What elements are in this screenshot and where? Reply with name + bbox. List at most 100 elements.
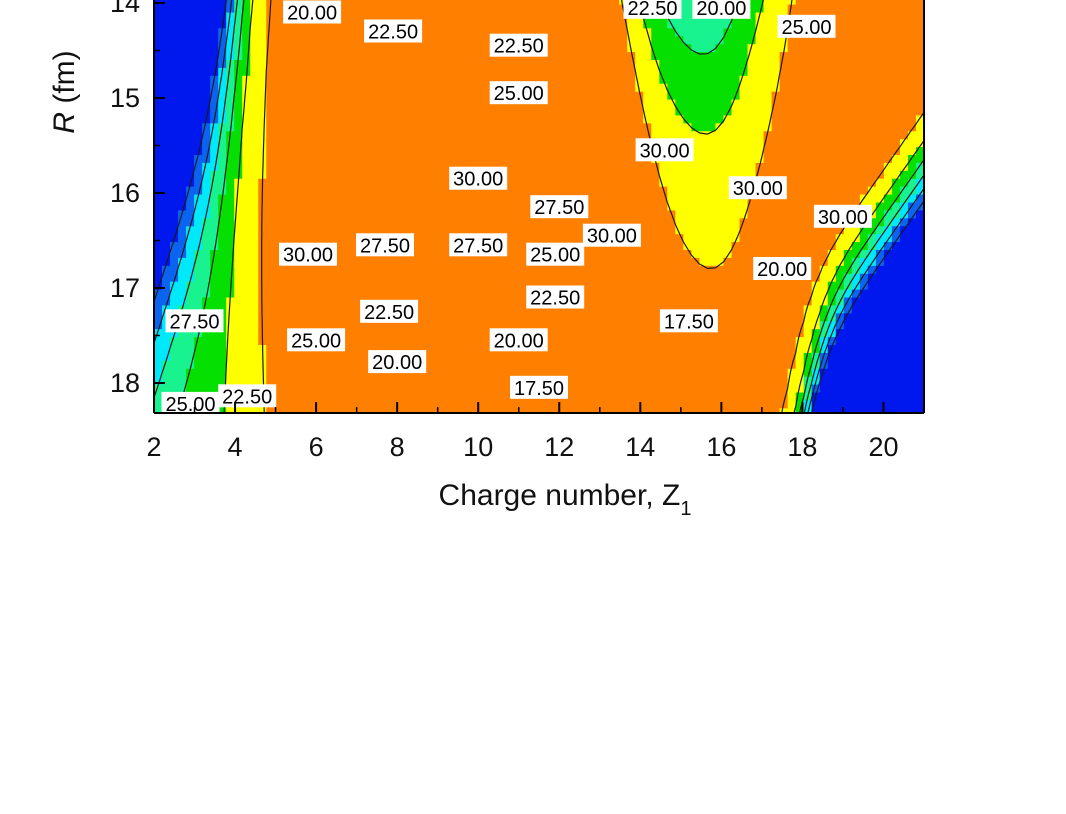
contour-cell — [162, 139, 171, 148]
contour-cell — [811, 123, 821, 132]
contour-cell — [779, 147, 789, 156]
contour-cell — [426, 83, 436, 93]
contour-cell — [659, 91, 668, 101]
contour-cell — [643, 234, 652, 243]
contour-cell — [723, 139, 733, 148]
contour-cell — [306, 400, 316, 409]
contour-cell — [282, 186, 291, 196]
contour-cell — [506, 75, 516, 85]
contour-cell — [627, 115, 636, 124]
contour-cell — [242, 281, 251, 291]
contour-cell — [587, 265, 596, 275]
contour-cell — [226, 321, 235, 330]
contour-cell — [659, 36, 668, 45]
contour-cell — [394, 273, 404, 283]
contour-cell — [611, 202, 620, 212]
contour-cell — [571, 60, 580, 69]
contour-cell — [466, 305, 476, 314]
contour-cell — [571, 91, 580, 101]
contour-cell — [579, 20, 588, 29]
contour-cell — [266, 305, 275, 314]
contour-cell — [651, 242, 660, 251]
contour-cell — [739, 257, 749, 267]
contour-cell — [434, 376, 444, 386]
contour-cell — [178, 337, 187, 346]
contour-cell — [218, 91, 227, 101]
contour-cell — [338, 36, 348, 45]
contour-cell — [490, 321, 500, 330]
contour-cell — [883, 408, 893, 413]
contour-cell — [883, 242, 893, 251]
contour-cell — [651, 345, 660, 354]
contour-cell — [186, 242, 195, 251]
contour-cell — [506, 12, 516, 22]
contour-cell — [723, 99, 733, 109]
contour-cell — [603, 0, 612, 6]
contour-cell — [282, 91, 291, 101]
contour-cell — [338, 281, 348, 291]
contour-cell — [418, 0, 428, 6]
contour-cell — [707, 210, 717, 219]
contour-cell — [178, 289, 187, 299]
contour-cell — [482, 329, 492, 338]
contour-cell — [162, 83, 171, 93]
contour-cell — [763, 162, 773, 172]
contour-cell — [619, 400, 628, 409]
contour-cell — [346, 226, 356, 235]
contour-cell — [747, 210, 757, 219]
contour-cell — [827, 376, 837, 386]
contour-cell — [859, 162, 869, 172]
contour-cell — [643, 67, 652, 77]
contour-cell — [787, 289, 797, 299]
contour-cell — [635, 28, 644, 37]
contour-cell — [314, 91, 324, 101]
contour-cell — [434, 194, 444, 204]
contour-cell — [378, 91, 388, 101]
contour-cell — [747, 75, 757, 85]
contour-cell — [402, 408, 412, 413]
contour-cell — [715, 321, 725, 330]
contour-cell — [162, 218, 171, 227]
contour-cell — [266, 178, 275, 188]
contour-cell — [346, 36, 356, 45]
contour-cell — [290, 194, 299, 204]
contour-cell — [218, 178, 227, 188]
contour-cell — [298, 162, 307, 172]
contour-cell — [571, 305, 580, 314]
contour-cell — [563, 265, 572, 275]
contour-cell — [651, 218, 660, 227]
contour-cell — [274, 28, 283, 37]
contour-cell — [226, 265, 235, 275]
contour-cell — [482, 265, 492, 275]
contour-cell — [450, 321, 460, 330]
contour-cell — [691, 155, 701, 164]
contour-cell — [306, 226, 316, 235]
contour-cell — [434, 305, 444, 314]
contour-cell — [418, 52, 428, 61]
contour-cell — [619, 155, 628, 164]
contour-cell — [266, 257, 275, 267]
contour-cell — [595, 257, 604, 267]
contour-cell — [835, 28, 845, 37]
contour-cell — [442, 408, 452, 413]
contour-cell — [819, 352, 829, 362]
contour-cell — [298, 352, 307, 362]
contour-cell — [587, 155, 596, 164]
contour-cell — [787, 147, 797, 156]
contour-cell — [579, 123, 588, 132]
contour-cell — [787, 107, 797, 117]
contour-cell — [314, 321, 324, 330]
contour-cell — [723, 345, 733, 354]
contour-cell — [635, 91, 644, 101]
contour-cell — [386, 123, 396, 132]
contour-cell — [611, 194, 620, 204]
contour-cell — [635, 107, 644, 117]
contour-cell — [410, 139, 420, 148]
contour-cell — [539, 75, 548, 85]
contour-cell — [170, 75, 179, 85]
contour-cell — [378, 123, 388, 132]
contour-cell — [819, 313, 829, 322]
contour-cell — [346, 186, 356, 196]
contour-cell — [875, 4, 885, 14]
contour-cell — [514, 210, 524, 219]
